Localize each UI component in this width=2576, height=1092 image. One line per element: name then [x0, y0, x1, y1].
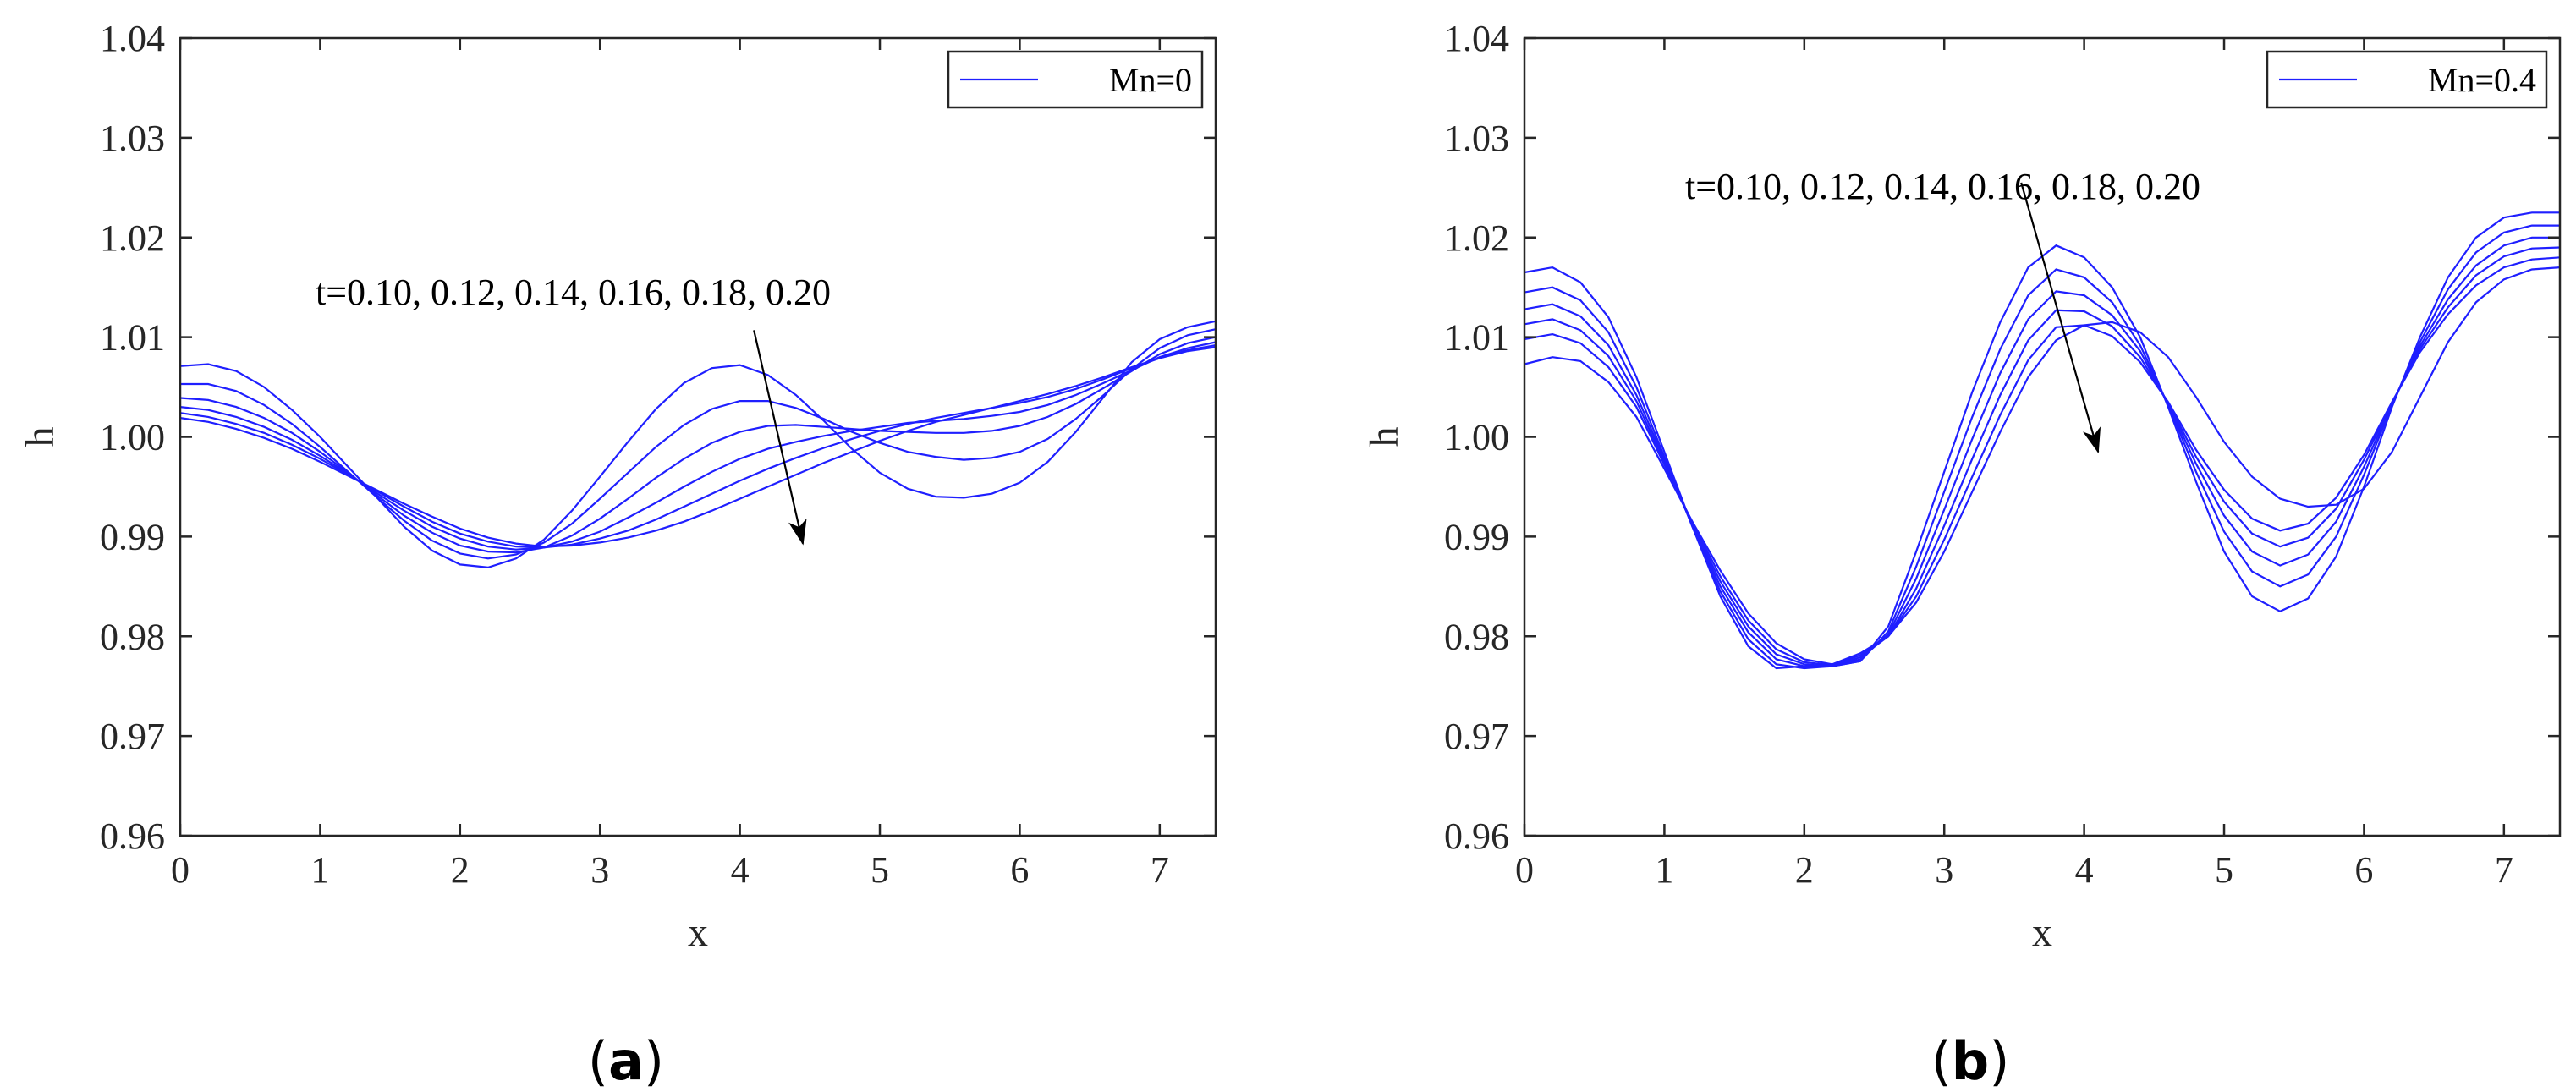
series-line-t-0.12 — [1524, 224, 2560, 670]
x-tick-label: 4 — [2075, 849, 2094, 891]
x-axis-label: x — [688, 910, 708, 955]
y-tick-label: 1.03 — [100, 118, 165, 159]
x-tick-label: 2 — [1795, 849, 1814, 891]
x-tick-label: 0 — [1515, 849, 1534, 891]
y-tick-label: 0.99 — [100, 516, 165, 557]
annotation-text: t=0.10, 0.12, 0.14, 0.16, 0.18, 0.20 — [316, 272, 831, 313]
y-tick-label: 1.01 — [100, 317, 165, 359]
x-tick-label: 1 — [1655, 849, 1673, 891]
annotation-arrow — [2020, 182, 2101, 454]
x-tick-label: 4 — [731, 849, 750, 891]
x-tick-label: 1 — [310, 849, 329, 891]
series-line-t-0.16 — [179, 341, 1217, 551]
x-tick-label: 5 — [2215, 849, 2233, 891]
y-tick-label: 1.02 — [100, 217, 165, 259]
annotation-arrow — [753, 330, 807, 546]
y-tick-label: 0.96 — [100, 815, 165, 857]
y-tick-label: 1.02 — [1444, 217, 1509, 259]
x-axis-label: x — [2032, 910, 2052, 955]
series-line-t-0.14 — [179, 336, 1217, 554]
y-tick-label: 0.97 — [100, 716, 165, 757]
legend-label: Mn=0.4 — [2428, 61, 2536, 99]
x-tick-label: 7 — [1151, 849, 1169, 891]
line-chart-b: 0 1 2 3 4 5 6 7 0.96 0.97 0.98 0.99 1.00 1.01 1.02 1.03… — [1362, 18, 2562, 955]
legend-label: Mn=0 — [1109, 61, 1192, 99]
series-line-t-0.20 — [179, 346, 1217, 548]
x-tick-label: 5 — [871, 849, 889, 891]
series-line-t-0.12 — [180, 328, 1217, 560]
chart-panel-a: 0 1 2 3 4 5 6 7 0.96 0.97 0.98 0.99 1.00 1.01 1.02 1.03… — [0, 0, 1288, 1092]
x-tick-label: 3 — [1935, 849, 1953, 891]
series-line-t-0.10 — [179, 320, 1217, 569]
y-tick-label: 1.00 — [1444, 417, 1509, 458]
x-tick-label: 0 — [171, 849, 189, 891]
x-tick-label: 6 — [1010, 849, 1029, 891]
y-tick-label: 1.04 — [1444, 18, 1509, 59]
legend: Mn=0 — [947, 50, 1204, 109]
y-tick-label: 0.97 — [1444, 716, 1509, 757]
series-line-t-0.16 — [1524, 246, 2561, 667]
chart-panel-b: 0 1 2 3 4 5 6 7 0.96 0.97 0.98 0.99 1.00 1.01 1.02 1.03… — [1288, 0, 2575, 1092]
x-tick-label: 3 — [590, 849, 609, 891]
y-tick-label: 1.03 — [1444, 118, 1509, 159]
series-line-t-0.10 — [1524, 211, 2560, 670]
line-chart-a: 0 1 2 3 4 5 6 7 0.96 0.97 0.98 0.99 1.00 1.01 1.02 1.03… — [18, 18, 1217, 955]
series-line-t-0.14 — [1524, 236, 2560, 667]
y-tick-label: 0.99 — [1444, 516, 1509, 557]
x-tick-label: 6 — [2354, 849, 2373, 891]
y-tick-label: 0.96 — [1444, 815, 1509, 857]
legend: Mn=0.4 — [2266, 50, 2548, 109]
series-line-t-0.18 — [1524, 256, 2561, 667]
y-tick-label: 1.00 — [100, 417, 165, 458]
x-tick-label: 7 — [2495, 849, 2513, 891]
y-axis-label: h — [1362, 427, 1407, 447]
series-line-t-0.20 — [1524, 266, 2561, 666]
y-tick-label: 0.98 — [100, 616, 165, 657]
annotation-text: t=0.10, 0.12, 0.14, 0.16, 0.18, 0.20 — [1685, 166, 2200, 207]
y-axis-label: h — [18, 427, 63, 447]
plot-frame — [1523, 36, 2562, 837]
y-tick-label: 1.01 — [1444, 317, 1509, 359]
plot-frame — [179, 36, 1217, 837]
panel-caption-a: (a) — [587, 1030, 665, 1092]
y-tick-label: 1.04 — [100, 18, 165, 59]
x-tick-label: 2 — [451, 849, 470, 891]
y-tick-label: 0.98 — [1444, 616, 1509, 657]
panel-caption-b: (b) — [1931, 1030, 2010, 1092]
